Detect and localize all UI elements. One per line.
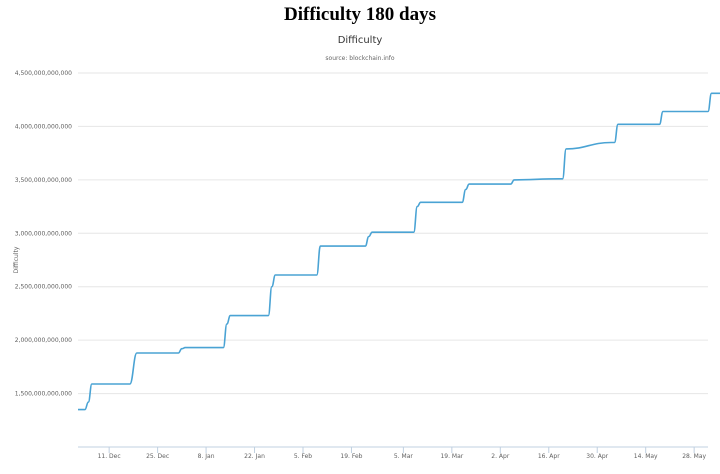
y-tick-label: 3,000,000,000,000: [15, 230, 72, 237]
x-tick-label: 2. Apr: [491, 453, 510, 460]
chart-subtitle: source: blockchain.info: [325, 55, 395, 62]
grid-lines: [78, 72, 708, 395]
plot-area: [78, 92, 720, 411]
x-tick-label: 11. Dec: [98, 453, 121, 460]
y-tick-label: 4,000,000,000,000: [15, 123, 72, 130]
difficulty-series-line: [78, 92, 720, 411]
y-tick-label: 4,500,000,000,000: [15, 70, 72, 77]
x-tick-label: 30. Apr: [586, 453, 608, 460]
x-tick-label: 19. Mar: [440, 453, 463, 460]
y-tick-label: 2,000,000,000,000: [15, 337, 72, 344]
x-tick-label: 5. Feb: [294, 453, 312, 460]
x-tick-label: 16. Apr: [538, 453, 560, 460]
x-tick-label: 28. May: [682, 453, 706, 460]
y-tick-label: 2,500,000,000,000: [15, 284, 72, 291]
y-tick-label: 1,500,000,000,000: [15, 391, 72, 398]
x-tick-label: 25. Dec: [146, 453, 169, 460]
x-tick-label: 8. Jan: [198, 453, 215, 460]
x-axis: 11. Dec 25. Dec 8. Jan 22. Jan 5. Feb 19. Feb…: [78, 446, 708, 460]
y-axis-label: Difficulty: [13, 246, 20, 273]
y-tick-label: 3,500,000,000,000: [15, 177, 72, 184]
x-tick-label: 19. Feb: [340, 453, 362, 460]
chart-title: Difficulty: [337, 35, 383, 46]
page-title: Difficulty 180 days: [284, 4, 436, 25]
x-tick-label: 14. May: [634, 453, 658, 460]
x-tick-label: 22. Jan: [244, 453, 265, 460]
x-tick-label: 5. Mar: [394, 453, 413, 460]
y-axis-ticks: 1,500,000,000,000 2,000,000,000,000 2,500,…: [15, 70, 72, 398]
